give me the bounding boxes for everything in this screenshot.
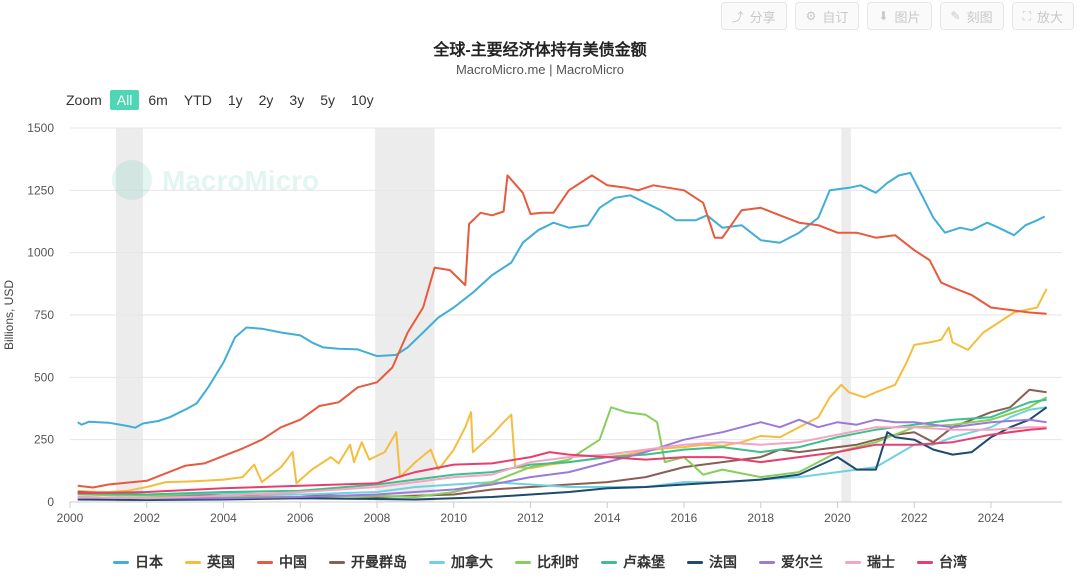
toolbar-button-label: 分享 <box>749 9 776 25</box>
x-tick-label: 2020 <box>824 511 851 525</box>
toolbar-button-download[interactable]: ⬇ 图片 <box>867 2 932 30</box>
watermark-text: MacroMicro <box>162 165 319 196</box>
series-line-0 <box>77 171 1046 429</box>
pencil-icon: ✎ <box>950 9 961 23</box>
zoom-option-ytd[interactable]: YTD <box>183 92 212 108</box>
x-tick-label: 2022 <box>901 511 928 525</box>
x-tick-label: 2006 <box>287 511 314 525</box>
legend-swatch <box>845 560 861 564</box>
legend-label: 台湾 <box>939 554 967 570</box>
share-icon: ⤴ <box>731 9 744 24</box>
zoom-option-all[interactable]: All <box>109 90 140 110</box>
y-tick-label: 1500 <box>27 121 54 135</box>
expand-icon: ⛶ <box>1022 8 1031 23</box>
legend-item[interactable]: 日本 <box>113 552 163 572</box>
x-tick-label: 2004 <box>210 511 237 525</box>
legend-item[interactable]: 英国 <box>185 552 235 572</box>
legend-label: 加拿大 <box>451 554 493 570</box>
toolbar-button-label: 放大 <box>1036 9 1063 25</box>
x-tick-label: 2010 <box>440 511 467 525</box>
legend-item[interactable]: 爱尔兰 <box>759 552 823 572</box>
legend-label: 中国 <box>279 554 307 570</box>
legend-swatch <box>515 560 531 564</box>
legend-item[interactable]: 卢森堡 <box>601 552 665 572</box>
chart-subtitle: MacroMicro.me | MacroMicro <box>455 62 625 77</box>
legend-swatch <box>113 560 129 564</box>
legend-label: 英国 <box>207 554 235 570</box>
x-tick-label: 2014 <box>594 511 621 525</box>
legend-swatch <box>601 560 617 564</box>
legend-swatch <box>429 560 445 564</box>
watermark-logo: MacroMicro <box>112 160 319 200</box>
y-tick-label: 250 <box>34 433 54 447</box>
toolbar-button-label: 自订 <box>822 9 849 25</box>
toolbar-button-label: 刻图 <box>966 9 993 25</box>
legend-swatch <box>185 560 201 564</box>
series-line-5 <box>77 396 1048 498</box>
zoom-option-10y[interactable]: 10y <box>351 92 374 108</box>
legend-item[interactable]: 中国 <box>257 552 307 572</box>
series-line-9 <box>77 426 1047 500</box>
zoom-option-3y[interactable]: 3y <box>289 92 305 108</box>
toolbar-button-label: 图片 <box>894 9 921 25</box>
x-tick-label: 2002 <box>133 511 160 525</box>
series-line-3 <box>77 388 1047 498</box>
legend-swatch <box>759 560 775 564</box>
x-tick-label: 2012 <box>517 511 544 525</box>
zoom-option-2y[interactable]: 2y <box>258 92 274 108</box>
download-icon: ⬇ <box>878 9 889 23</box>
y-tick-label: 0 <box>47 495 54 509</box>
line-chart: 0 250 500 750 1000 1250 1500 MacroMicro 2000 2002… <box>2 121 1062 525</box>
legend-label: 日本 <box>135 554 163 570</box>
gear-icon: ⚙ <box>805 9 817 23</box>
x-tick-label: 2000 <box>57 511 84 525</box>
zoom-option-6m[interactable]: 6m <box>148 92 168 108</box>
series-line-8 <box>77 418 1047 500</box>
legend-label: 爱尔兰 <box>781 554 823 570</box>
legend-swatch <box>329 560 345 564</box>
series-line-2 <box>77 174 1047 489</box>
x-tick-label: 2016 <box>671 511 698 525</box>
legend-label: 瑞士 <box>867 554 895 570</box>
legend-item[interactable]: 开曼群岛 <box>329 552 407 572</box>
x-tick-label: 2008 <box>364 511 391 525</box>
toolbar-button-share[interactable]: ⤴ 分享 <box>720 2 787 30</box>
toolbar-button-expand[interactable]: ⛶ 放大 <box>1011 2 1074 30</box>
legend-item[interactable]: 加拿大 <box>429 552 493 572</box>
y-tick-label: 1250 <box>27 183 54 197</box>
zoom-option-5y[interactable]: 5y <box>320 92 335 108</box>
legend-label: 比利时 <box>537 554 579 570</box>
legend-item[interactable]: 比利时 <box>515 552 579 572</box>
legend-item[interactable]: 台湾 <box>917 552 967 572</box>
series-line-7 <box>77 406 1048 501</box>
x-tick-label: 2018 <box>747 511 774 525</box>
y-tick-label: 500 <box>34 370 54 384</box>
series-line-4 <box>77 406 1047 496</box>
legend: 日本 英国 中国 开曼群岛 加拿大 比利时 卢森堡 法国 爱尔兰 瑞士 台湾 <box>0 552 1080 572</box>
zoom-selector: Zoom All 6m YTD 1y 2y 3y 5y 10y <box>66 90 381 110</box>
legend-swatch <box>687 560 703 564</box>
legend-label: 卢森堡 <box>623 554 665 570</box>
legend-swatch <box>917 560 933 564</box>
legend-swatch <box>257 560 273 564</box>
legend-item[interactable]: 瑞士 <box>845 552 895 572</box>
toolbar: ⤴ 分享 ⚙ 自订 ⬇ 图片 ✎ 刻图 ⛶ 放大 <box>720 2 1074 30</box>
series-line-10 <box>77 427 1047 495</box>
toolbar-button-pencil[interactable]: ✎ 刻图 <box>939 2 1004 30</box>
chart-title: 全球-主要经济体持有美债金额 <box>433 42 647 59</box>
y-tick-label: 750 <box>34 308 54 322</box>
y-tick-label: 1000 <box>27 246 54 260</box>
legend-label: 法国 <box>709 554 737 570</box>
x-tick-label: 2024 <box>978 511 1005 525</box>
series-line-6 <box>77 398 1047 496</box>
zoom-label: Zoom <box>66 92 102 108</box>
legend-label: 开曼群岛 <box>351 554 407 570</box>
zoom-option-1y[interactable]: 1y <box>227 92 243 108</box>
toolbar-button-gear[interactable]: ⚙ 自订 <box>794 2 860 30</box>
legend-item[interactable]: 法国 <box>687 552 737 572</box>
y-axis-label: Billions, USD <box>2 280 16 350</box>
